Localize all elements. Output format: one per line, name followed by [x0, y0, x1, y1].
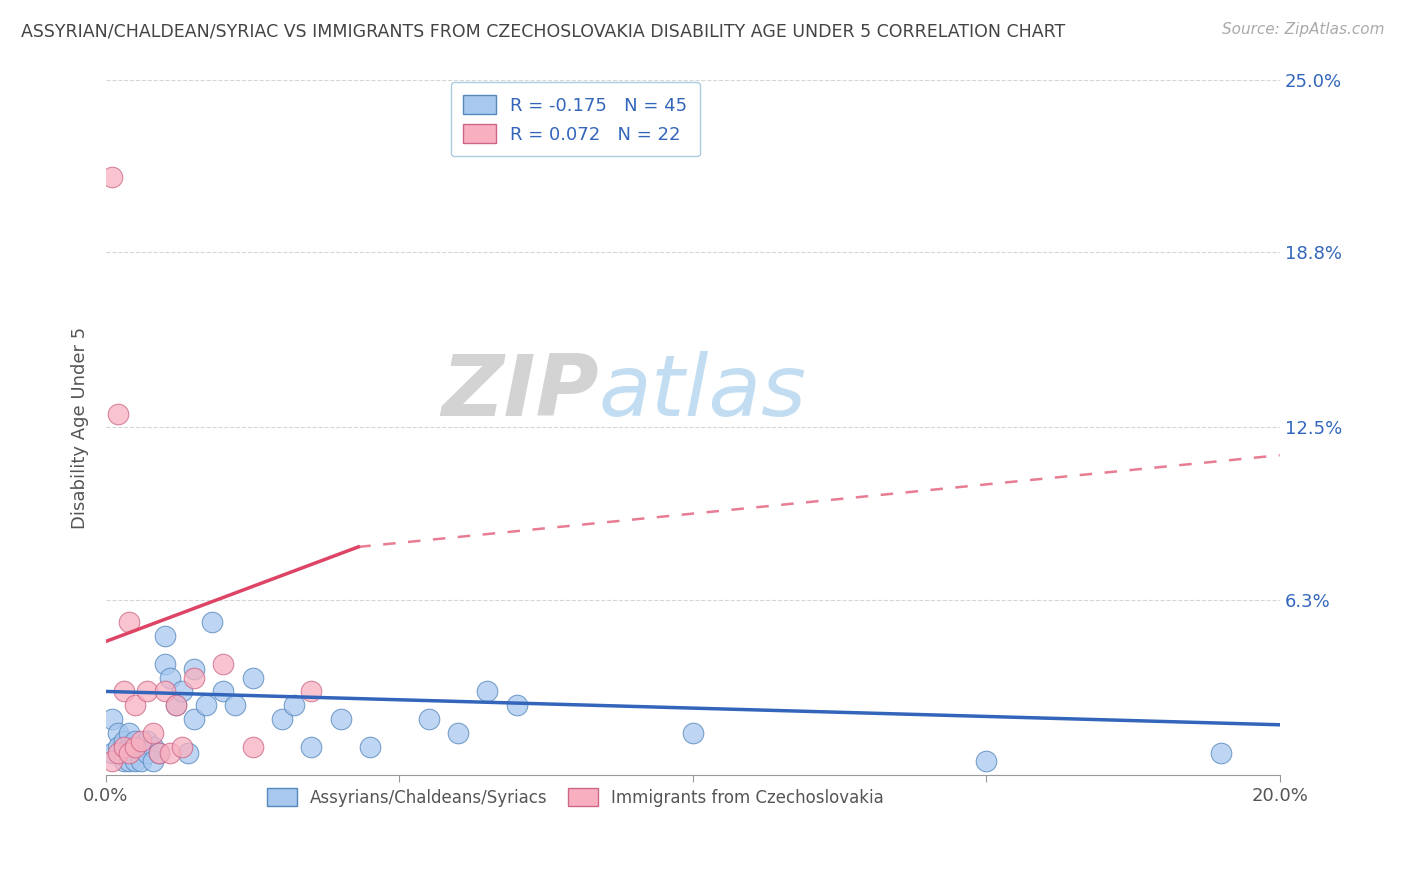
Point	[183, 662, 205, 676]
Point	[107, 739, 129, 754]
Point	[212, 657, 235, 671]
Point	[1209, 746, 1232, 760]
Point	[359, 739, 381, 754]
Point	[183, 712, 205, 726]
Point	[283, 698, 305, 713]
Legend: Assyrians/Chaldeans/Syriacs, Immigrants from Czechoslovakia: Assyrians/Chaldeans/Syriacs, Immigrants …	[259, 780, 893, 815]
Point	[194, 698, 217, 713]
Point	[100, 712, 122, 726]
Point	[129, 734, 152, 748]
Point	[974, 754, 997, 768]
Point	[148, 746, 170, 760]
Point	[136, 734, 159, 748]
Point	[172, 739, 194, 754]
Y-axis label: Disability Age Under 5: Disability Age Under 5	[72, 326, 89, 529]
Point	[107, 407, 129, 421]
Point	[242, 671, 264, 685]
Point	[124, 734, 146, 748]
Point	[124, 698, 146, 713]
Point	[100, 746, 122, 760]
Point	[153, 684, 176, 698]
Point	[118, 754, 141, 768]
Point	[142, 739, 165, 754]
Point	[118, 739, 141, 754]
Point	[329, 712, 352, 726]
Point	[418, 712, 440, 726]
Point	[112, 734, 135, 748]
Point	[118, 615, 141, 629]
Point	[124, 746, 146, 760]
Point	[142, 754, 165, 768]
Point	[159, 671, 181, 685]
Point	[124, 739, 146, 754]
Point	[506, 698, 529, 713]
Point	[200, 615, 222, 629]
Point	[136, 684, 159, 698]
Point	[224, 698, 246, 713]
Point	[118, 746, 141, 760]
Point	[177, 746, 200, 760]
Point	[183, 671, 205, 685]
Point	[100, 170, 122, 185]
Point	[112, 754, 135, 768]
Point	[165, 698, 187, 713]
Point	[112, 684, 135, 698]
Point	[112, 746, 135, 760]
Point	[477, 684, 499, 698]
Point	[124, 754, 146, 768]
Point	[299, 684, 322, 698]
Text: atlas: atlas	[599, 351, 807, 434]
Point	[129, 754, 152, 768]
Point	[299, 739, 322, 754]
Point	[118, 726, 141, 740]
Point	[447, 726, 470, 740]
Point	[100, 754, 122, 768]
Point	[159, 746, 181, 760]
Point	[136, 746, 159, 760]
Point	[271, 712, 294, 726]
Point	[129, 739, 152, 754]
Text: ASSYRIAN/CHALDEAN/SYRIAC VS IMMIGRANTS FROM CZECHOSLOVAKIA DISABILITY AGE UNDER : ASSYRIAN/CHALDEAN/SYRIAC VS IMMIGRANTS F…	[21, 22, 1066, 40]
Text: ZIP: ZIP	[441, 351, 599, 434]
Point	[682, 726, 704, 740]
Text: Source: ZipAtlas.com: Source: ZipAtlas.com	[1222, 22, 1385, 37]
Point	[153, 657, 176, 671]
Point	[148, 746, 170, 760]
Point	[212, 684, 235, 698]
Point	[107, 726, 129, 740]
Point	[107, 746, 129, 760]
Point	[172, 684, 194, 698]
Point	[165, 698, 187, 713]
Point	[142, 726, 165, 740]
Point	[242, 739, 264, 754]
Point	[112, 739, 135, 754]
Point	[153, 629, 176, 643]
